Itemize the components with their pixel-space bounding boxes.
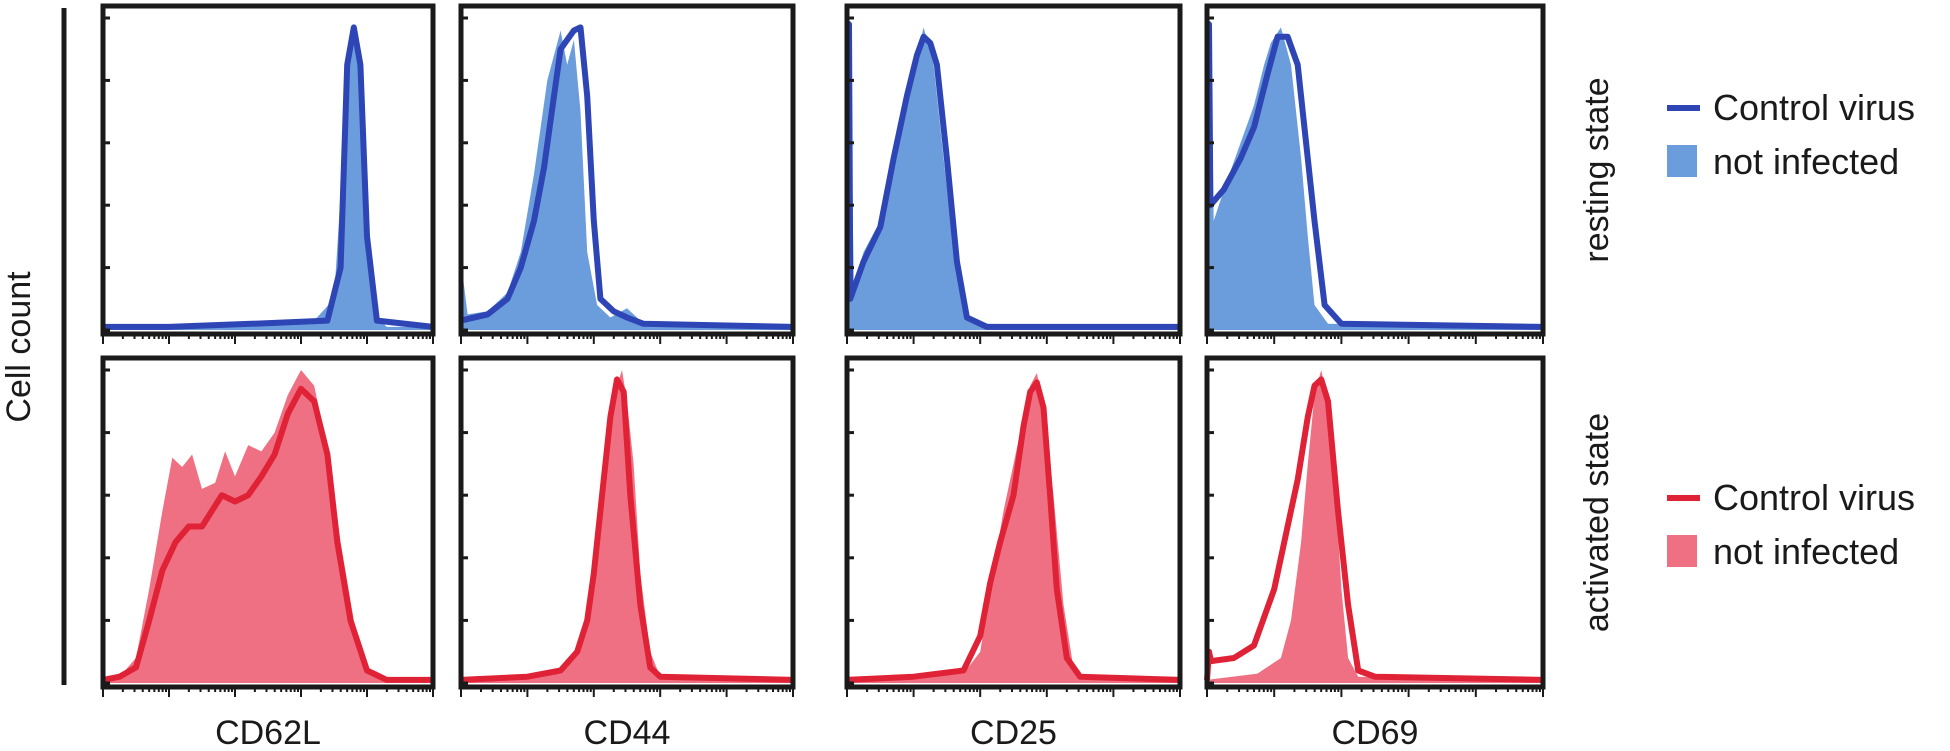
control-virus-line [846,21,1180,330]
control-virus-line [460,376,794,683]
not-infected-fill [103,33,433,330]
panel-frame [458,3,796,337]
marker-labels: CD62L CD44 CD25 CD69 [215,714,1418,751]
control-virus-line [103,24,434,330]
panel-frame [458,355,796,690]
legend-label: Control virus [1713,477,1915,518]
panel-activated-cd69 [1204,355,1546,697]
panel-frame [100,3,436,337]
panel-frame [100,355,436,690]
row-labels: resting state activated state [1578,77,1616,632]
histogram-panels [100,3,1546,697]
panel-frame [1204,3,1546,337]
panel-resting-cd25 [844,3,1183,344]
y-axis-label: Cell count [0,271,38,423]
legend-fill-swatch [1667,145,1697,177]
not-infected-fill [461,370,793,683]
marker-label-cd44: CD44 [584,714,671,751]
panel-resting-cd69 [1204,3,1546,344]
panel-frame [844,3,1183,337]
legends: Control virus not infected Control virus no… [1667,87,1915,572]
marker-label-cd25: CD25 [970,714,1057,751]
control-virus-line [102,385,433,683]
control-virus-line [460,24,794,330]
control-virus-line [846,379,1181,683]
not-infected-fill [461,30,793,330]
panel-activated-cd62l [100,355,436,697]
legend-fill-swatch [1667,535,1697,567]
marker-label-cd62l: CD62L [215,714,321,751]
panel-activated-cd44 [458,355,796,697]
not-infected-fill [103,370,433,683]
legend-label: Control virus [1713,87,1915,128]
row-label-resting: resting state [1578,77,1616,262]
panel-resting-cd62l [100,3,436,344]
panel-resting-cd44 [458,3,796,344]
not-infected-fill [847,21,1180,330]
panel-frame [1204,355,1546,690]
panel-activated-cd25 [844,355,1183,697]
control-virus-line [1206,21,1544,330]
not-infected-fill [847,373,1180,683]
legend-label: not infected [1713,531,1899,572]
legend-resting: Control virus not infected [1667,87,1915,182]
legend-activated: Control virus not infected [1667,477,1915,572]
not-infected-fill [1207,21,1543,330]
row-label-activated: activated state [1578,413,1616,632]
panel-frame [844,355,1183,690]
legend-label: not infected [1713,141,1899,182]
control-virus-line [1204,376,1544,683]
marker-label-cd69: CD69 [1332,714,1419,751]
